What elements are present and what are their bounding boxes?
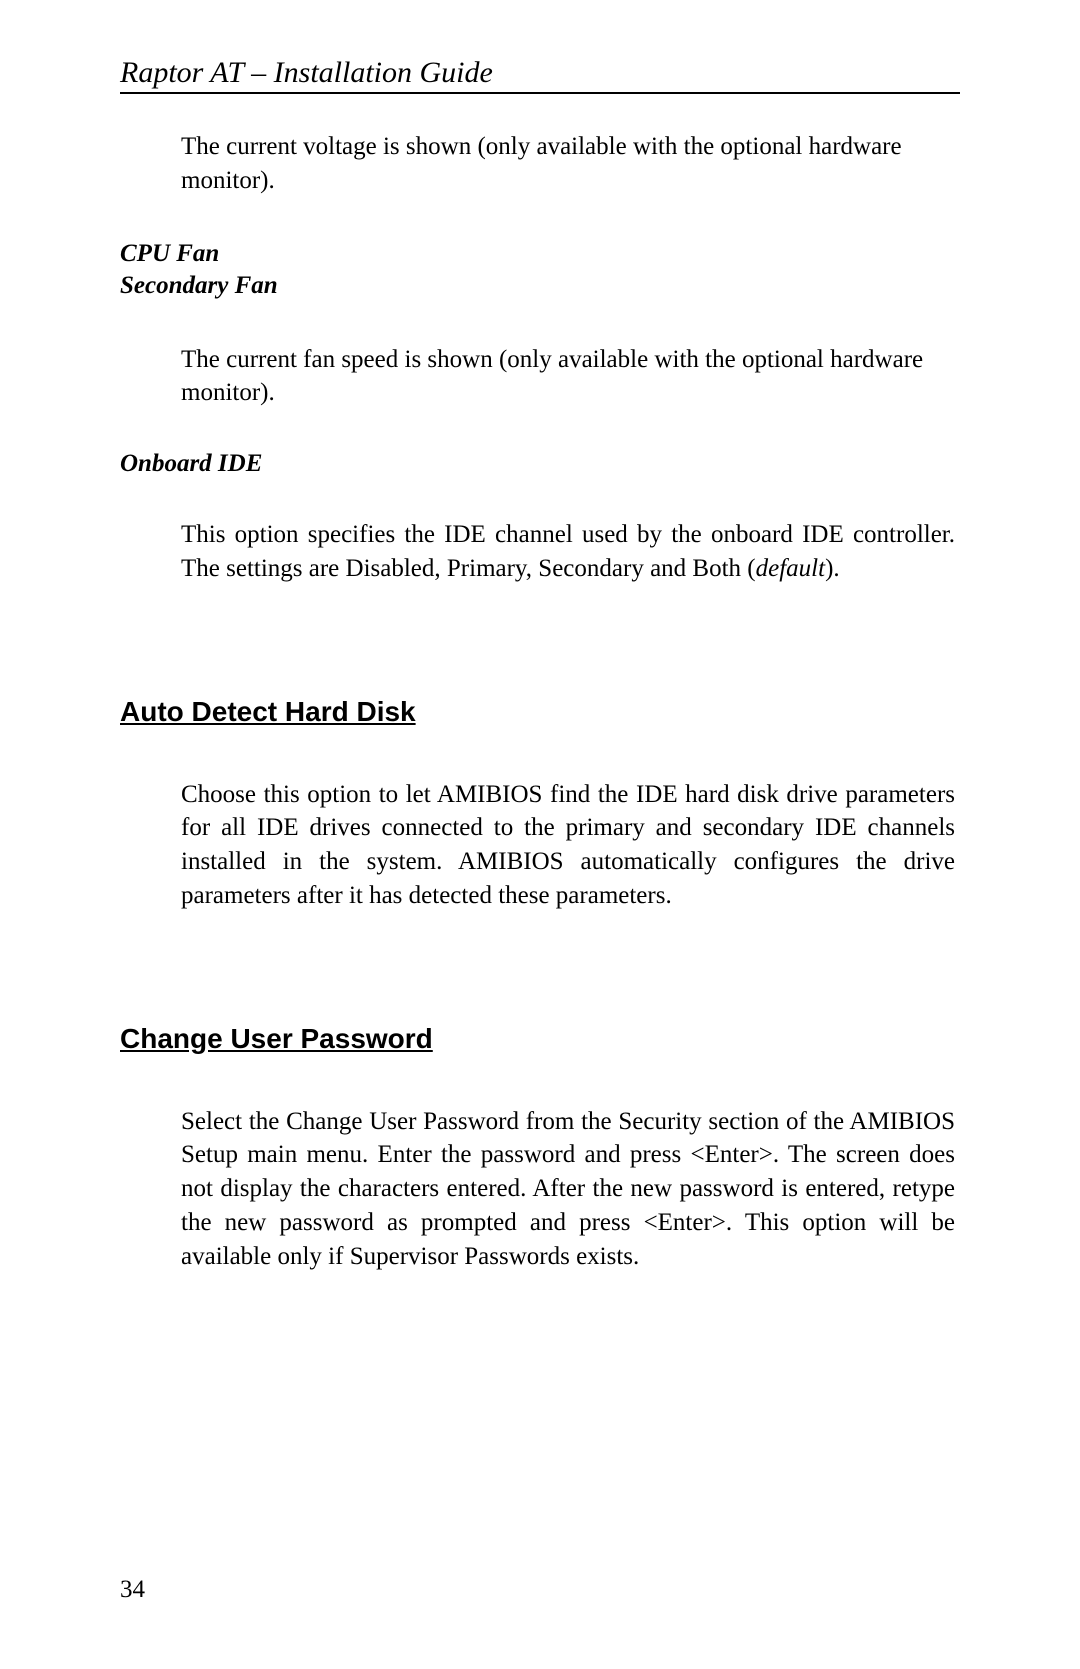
fan-paragraph: The current fan speed is shown (only ava… [181, 343, 955, 411]
password-paragraph: Select the Change User Password from the… [181, 1105, 955, 1274]
voltage-paragraph: The current voltage is shown (only avail… [181, 130, 955, 198]
page-header-title: Raptor AT – Installation Guide [120, 56, 960, 94]
autodetect-paragraph: Choose this option to let AMIBIOS find t… [181, 778, 955, 913]
ide-subheading: Onboard IDE [120, 450, 960, 478]
fan-subheading-line2: Secondary Fan [120, 270, 960, 303]
ide-para-part2: ). [825, 555, 840, 582]
ide-paragraph: This option specifies the IDE channel us… [181, 518, 955, 586]
fan-subheading-line1: CPU Fan [120, 238, 960, 271]
ide-default-word: default [756, 555, 825, 582]
page-number: 34 [120, 1576, 145, 1604]
autodetect-heading: Auto Detect Hard Disk [120, 696, 960, 728]
password-heading: Change User Password [120, 1023, 960, 1055]
fan-subheading: CPU Fan Secondary Fan [120, 238, 960, 303]
